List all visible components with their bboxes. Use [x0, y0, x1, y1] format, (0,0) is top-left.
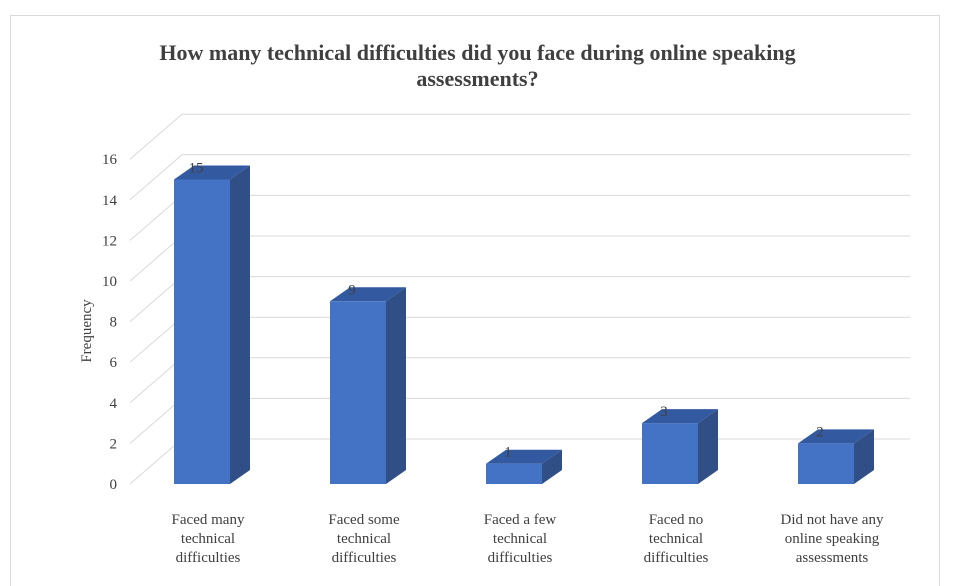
x-tick-line: online speaking	[785, 531, 880, 547]
x-tick-line: technical	[493, 531, 547, 547]
bar-side	[698, 409, 718, 484]
bar-side	[386, 287, 406, 484]
bar-side	[230, 165, 250, 484]
gridline	[129, 113, 910, 160]
x-tick-line: difficulties	[332, 550, 397, 566]
y-tick-label: 2	[110, 436, 118, 452]
y-tick-label: 4	[110, 396, 118, 412]
bar	[798, 429, 874, 484]
bar-front	[330, 301, 386, 484]
bar-top	[330, 287, 406, 302]
x-tick-label: Faced no technical difficulties	[644, 512, 709, 566]
y-tick-label: 12	[102, 233, 117, 249]
bar-top	[174, 165, 250, 180]
x-tick-line: Faced a few	[484, 512, 557, 528]
x-tick-label: Did not have any online speaking assessmen…	[781, 512, 884, 566]
data-label: 2	[816, 424, 824, 440]
x-tick-line: assessments	[796, 550, 869, 566]
bar-top	[642, 409, 718, 424]
x-tick-line: Did not have any	[781, 512, 884, 528]
y-tick-label: 10	[102, 274, 117, 290]
data-label: 1	[504, 445, 512, 461]
data-label: 9	[348, 282, 356, 298]
x-tick-line: Faced many	[172, 512, 245, 528]
bar	[642, 409, 718, 484]
data-label: 3	[660, 404, 668, 420]
x-tick-line: Faced no	[649, 512, 704, 528]
y-tick-label: 16	[102, 152, 118, 168]
bar	[486, 449, 562, 484]
x-tick-line: difficulties	[176, 550, 241, 566]
x-tick-label: Faced some technical difficulties	[328, 512, 400, 566]
y-tick-label: 14	[102, 193, 118, 209]
data-labels: 15 9 1 3 2	[189, 161, 824, 461]
x-tick-label: Faced many technical difficulties	[172, 512, 245, 566]
chart-title-line-1: How many technical difficulties did you …	[159, 40, 796, 65]
y-tick-label: 8	[110, 315, 118, 331]
x-tick-line: difficulties	[644, 550, 709, 566]
bar-top	[486, 449, 562, 464]
y-axis-label: Frequency	[79, 299, 95, 363]
bar-front	[486, 463, 542, 484]
bar	[330, 287, 406, 484]
y-tick-label: 6	[110, 355, 118, 371]
chart-title: How many technical difficulties did you …	[0, 40, 955, 92]
bars	[174, 165, 874, 484]
data-label: 15	[189, 161, 204, 177]
bar	[174, 165, 250, 484]
y-tick-label: 0	[110, 477, 118, 493]
x-tick-line: technical	[337, 531, 391, 547]
gridline	[129, 154, 910, 201]
bar-front	[642, 423, 698, 484]
bar-side	[854, 429, 874, 484]
x-tick-label: Faced a few technical difficulties	[484, 512, 557, 566]
x-tick-line: technical	[649, 531, 703, 547]
bar-front	[174, 179, 230, 484]
chart-title-line-2: assessments?	[416, 66, 539, 91]
bar-side	[542, 449, 562, 484]
x-tick-line: difficulties	[488, 550, 553, 566]
x-tick-line: technical	[181, 531, 235, 547]
bar-front	[798, 443, 854, 484]
bar-top	[798, 429, 874, 444]
chart-frame	[10, 15, 940, 586]
x-tick-line: Faced some	[328, 512, 400, 528]
y-axis-ticks: 0 2 4 6 8 10 12 14 16	[102, 152, 118, 493]
